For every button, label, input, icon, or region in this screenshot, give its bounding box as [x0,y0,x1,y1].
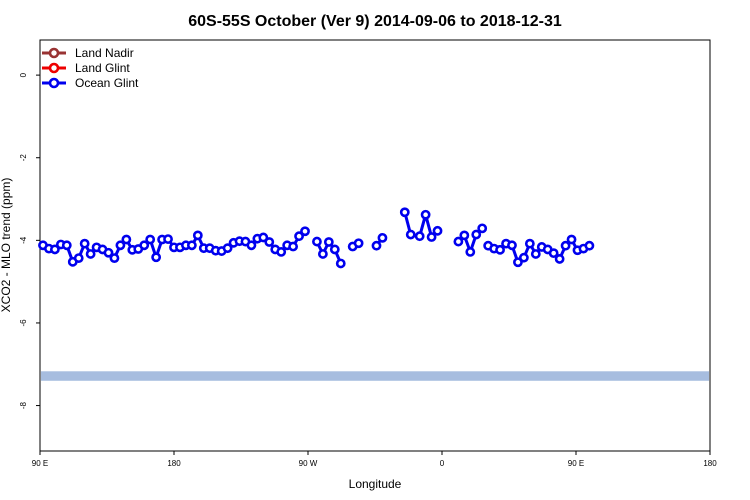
data-point [465,247,476,257]
data-point [584,240,595,251]
data-point [246,240,257,251]
data-point [566,234,577,245]
data-point [459,230,470,241]
data-point [530,249,541,259]
legend-marker [48,62,60,74]
legend-label: Land Nadir [75,46,134,60]
data-point [276,247,287,257]
data-point [353,238,364,249]
data-point [471,229,482,240]
data-point [79,238,90,249]
data-point [288,241,299,252]
data-point [163,234,173,244]
data-point [477,223,488,234]
data-point [426,232,437,242]
data-point [414,231,425,242]
data-point [432,225,443,236]
data-point [554,254,565,264]
data-point [524,238,535,249]
data-point [399,207,410,218]
chart-title: 60S-55S October (Ver 9) 2014-09-06 to 20… [188,13,562,30]
data-point [377,232,388,243]
reference-band-rect [41,371,709,381]
y-tick-label: -8 [19,401,28,409]
data-point [294,231,304,242]
data-point [151,252,162,263]
data-point [61,240,72,251]
y-tick-label: -6 [19,319,28,327]
data-point [139,240,150,251]
x-tick-label: 90 E [32,459,48,468]
x-tick-label: 90 W [299,459,318,468]
x-tick-label: 180 [167,459,181,468]
data-point [115,240,126,251]
data-point [518,252,529,263]
data-point [495,244,505,255]
x-tick-label: 0 [440,459,445,468]
data-point [317,249,328,259]
data-point [109,253,120,263]
data-point [300,226,310,237]
data-point [312,236,322,247]
x-tick-label: 90 E [568,459,584,468]
legend-marker [48,47,60,59]
data-point [405,229,416,240]
data-point [371,240,382,251]
reference-band [41,371,709,381]
data-point [145,234,156,245]
data-point [329,244,340,255]
y-tick-label: 0 [19,72,28,77]
data-point [85,249,96,259]
legend-label: Land Glint [75,61,130,75]
data-point [73,253,84,263]
series-points [38,207,595,269]
data-point [453,236,464,247]
legend-marker [48,77,60,89]
data-point [323,237,334,247]
x-axis-label: Longitude [349,477,402,491]
data-point [103,247,114,258]
data-point [121,234,132,245]
y-axis-label: XCO2 - MLO trend (ppm) [0,178,13,313]
axis-ticks: 90 E 180 90 W 0 90 E 180 0 -2 -4 -6 -8 [19,72,717,468]
data-point [258,232,269,243]
data-point [548,248,559,259]
data-point [507,240,517,251]
data-point [335,258,346,269]
legend-label: Ocean Glint [75,76,139,90]
data-point [420,209,431,220]
data-point [560,240,571,251]
x-tick-label: 180 [703,459,717,468]
data-point [513,257,523,268]
y-tick-label: -2 [19,154,28,162]
data-point [49,244,60,255]
data-point [264,237,275,247]
data-point [192,230,203,241]
y-tick-label: -4 [19,236,28,244]
data-point [222,243,233,254]
data-point [186,240,197,251]
